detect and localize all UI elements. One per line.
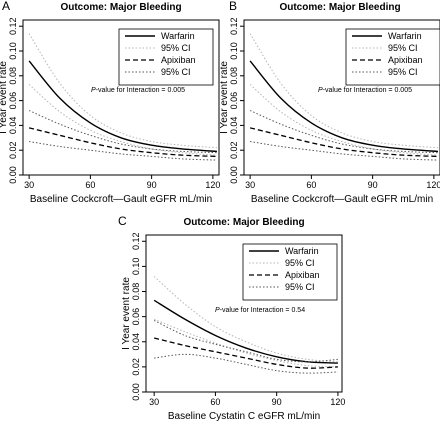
p-value-annotation: P-value for Interaction = 0.005 <box>318 87 412 94</box>
p-value-annotation: P-value for Interaction = 0.54 <box>215 307 305 314</box>
series-line-95-ci-4 <box>153 319 338 363</box>
y-tick-label: 0.10 <box>8 42 18 60</box>
legend-label: 95% CI <box>285 258 315 268</box>
series-line-ci-bound-5 <box>29 141 217 161</box>
legend-box <box>345 28 440 86</box>
y-tick-label: 0.00 <box>131 383 141 401</box>
chart-title: Outcome: Major Bleeding <box>279 2 400 13</box>
x-axis-label: Baseline Cockcroft—Gault eGFR mL/min <box>251 194 433 205</box>
series-line-warfarin-0 <box>28 60 218 153</box>
x-tick-label: 90 <box>147 180 157 190</box>
series-line-ci-bound-2 <box>28 84 217 156</box>
x-tick-label: 30 <box>24 180 34 190</box>
legend-label: 95% CI <box>388 67 418 77</box>
series-line-ci-bound-5 <box>250 141 438 161</box>
y-axis-label: I Year event rate <box>0 61 9 134</box>
legend-label: Warfarin <box>161 31 195 41</box>
legend-box <box>118 28 214 86</box>
panel-letter: A <box>2 0 10 13</box>
series-line-95-ci-1 <box>153 276 338 363</box>
y-axis-label: I Year event rate <box>121 277 132 350</box>
y-axis-label: I Year event rate <box>219 61 230 134</box>
x-tick-label: 60 <box>210 397 220 407</box>
y-tick-label: 0.12 <box>8 17 18 35</box>
series-line-ci-bound-2 <box>249 84 438 156</box>
legend-box <box>242 243 338 301</box>
series-line-95-ci-1 <box>249 33 438 149</box>
x-tick-label: 90 <box>272 397 282 407</box>
x-tick-label: 120 <box>205 180 220 190</box>
series-line-apixiban-3 <box>28 127 217 158</box>
series-line-warfarin-0 <box>249 60 439 153</box>
x-tick-label: 30 <box>149 397 159 407</box>
y-tick-label: 0.02 <box>229 141 239 159</box>
legend-label: 95% CI <box>388 43 418 53</box>
y-tick-label: 0.06 <box>8 92 18 110</box>
x-tick-label: 90 <box>368 180 378 190</box>
legend-label: Warfarin <box>388 31 422 41</box>
y-tick-label: 0.12 <box>131 233 141 251</box>
legend-label: 95% CI <box>161 43 191 53</box>
y-tick-label: 0.06 <box>131 308 141 326</box>
y-tick-label: 0.00 <box>8 166 18 184</box>
legend-label: Apixiban <box>285 270 320 280</box>
series-line-apixiban-3 <box>249 127 438 158</box>
chart-panel-c: C Outcome: Major Bleeding 0.00 0.02 0.04 0.06… <box>118 214 345 422</box>
panel-letter: B <box>229 0 237 13</box>
series-line-warfarin-0 <box>153 299 338 364</box>
x-tick-label: 30 <box>245 180 255 190</box>
y-tick-label: 0.08 <box>131 283 141 301</box>
y-tick-label: 0.04 <box>8 117 18 135</box>
p-italic: P <box>318 87 323 94</box>
p-italic: P <box>215 307 220 314</box>
series-line-ci-bound-2 <box>153 318 338 368</box>
plot-frame <box>145 234 343 393</box>
y-tick-label: 0.04 <box>131 333 141 351</box>
y-tick-label: 0.10 <box>131 258 141 276</box>
x-tick-label: 60 <box>306 180 316 190</box>
x-tick-label: 120 <box>330 397 345 407</box>
x-tick-label: 60 <box>85 180 95 190</box>
x-axis-label: Baseline Cystatin C eGFR mL/min <box>168 411 320 422</box>
chart-title: Outcome: Major Bleeding <box>60 2 181 13</box>
legend-label: Apixiban <box>388 55 423 65</box>
y-tick-label: 0.10 <box>229 42 239 60</box>
p-value-annotation: P-value for Interaction = 0.005 <box>91 87 185 94</box>
legend-label: 95% CI <box>161 67 191 77</box>
p-value-text: -value for Interaction = 0.005 <box>96 87 185 94</box>
chart-panel-a: A Outcome: Major Bleeding 0.00 0.02 0.04 0.06… <box>0 0 220 205</box>
series-line-ci-bound-5 <box>154 353 338 374</box>
chart-panel-b: B Outcome: Major Bleeding 0.00 0.02 0.04 0.06… <box>219 0 440 205</box>
plot-frame <box>243 19 440 176</box>
y-tick-label: 0.04 <box>229 117 239 135</box>
legend-label: Apixiban <box>161 55 196 65</box>
y-tick-label: 0.02 <box>131 358 141 376</box>
x-axis-label: Baseline Cockcroft—Gault eGFR mL/min <box>30 194 212 205</box>
legend-label: 95% CI <box>285 282 315 292</box>
series-line-apixiban-3 <box>154 337 338 369</box>
p-italic: P <box>91 87 96 94</box>
y-tick-label: 0.08 <box>229 67 239 85</box>
legend-label: Warfarin <box>285 246 319 256</box>
plot-frame <box>22 19 220 176</box>
p-value-text: -value for Interaction = 0.005 <box>323 87 412 94</box>
y-tick-label: 0.12 <box>229 17 239 35</box>
series-line-95-ci-1 <box>28 33 217 149</box>
x-tick-label: 120 <box>426 180 440 190</box>
panel-letter: C <box>118 214 127 228</box>
y-tick-label: 0.02 <box>8 141 18 159</box>
p-value-text: -value for Interaction = 0.54 <box>220 307 306 314</box>
y-tick-label: 0.00 <box>229 166 239 184</box>
y-tick-label: 0.08 <box>8 67 18 85</box>
y-tick-label: 0.06 <box>229 92 239 110</box>
chart-title: Outcome: Major Bleeding <box>183 217 304 228</box>
